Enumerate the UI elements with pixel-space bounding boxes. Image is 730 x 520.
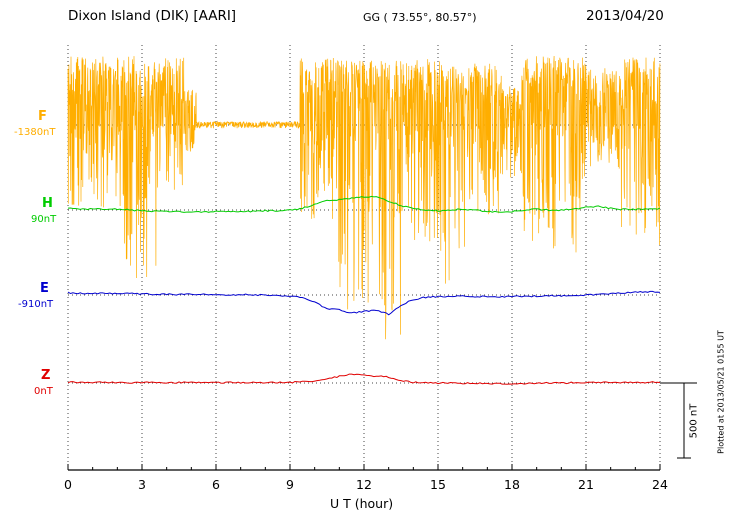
plot-date: 2013/04/20 [586, 8, 664, 24]
svg-text:12: 12 [356, 477, 372, 492]
svg-text:15: 15 [430, 477, 446, 492]
svg-text:6: 6 [212, 477, 220, 492]
scale-bar-label: 500 nT [688, 403, 700, 439]
svg-text:18: 18 [504, 477, 520, 492]
channel-H-label: H [42, 196, 53, 211]
plotted-at-note: Plotted at 2013/05/21 0155 UT [716, 330, 726, 454]
station-title: Dixon Island (DIK) [AARI] [68, 8, 237, 24]
channel-Z-label: Z [41, 368, 51, 383]
channel-F-baseline-label: -1380nT [14, 127, 56, 138]
svg-text:3: 3 [138, 477, 146, 492]
svg-text:21: 21 [578, 477, 594, 492]
svg-text:24: 24 [652, 477, 668, 492]
channel-Z-baseline-label: 0nT [34, 386, 53, 397]
channel-H-baseline-label: 90nT [31, 214, 57, 225]
geo-coordinates: GG ( 73.55°, 80.57°) [363, 11, 477, 24]
channel-F-label: F [38, 109, 47, 124]
channel-E-label: E [40, 281, 49, 296]
svg-text:9: 9 [286, 477, 294, 492]
channel-E-baseline-label: -910nT [18, 299, 54, 310]
x-axis-title: U T (hour) [330, 496, 394, 511]
svg-text:0: 0 [64, 477, 72, 492]
